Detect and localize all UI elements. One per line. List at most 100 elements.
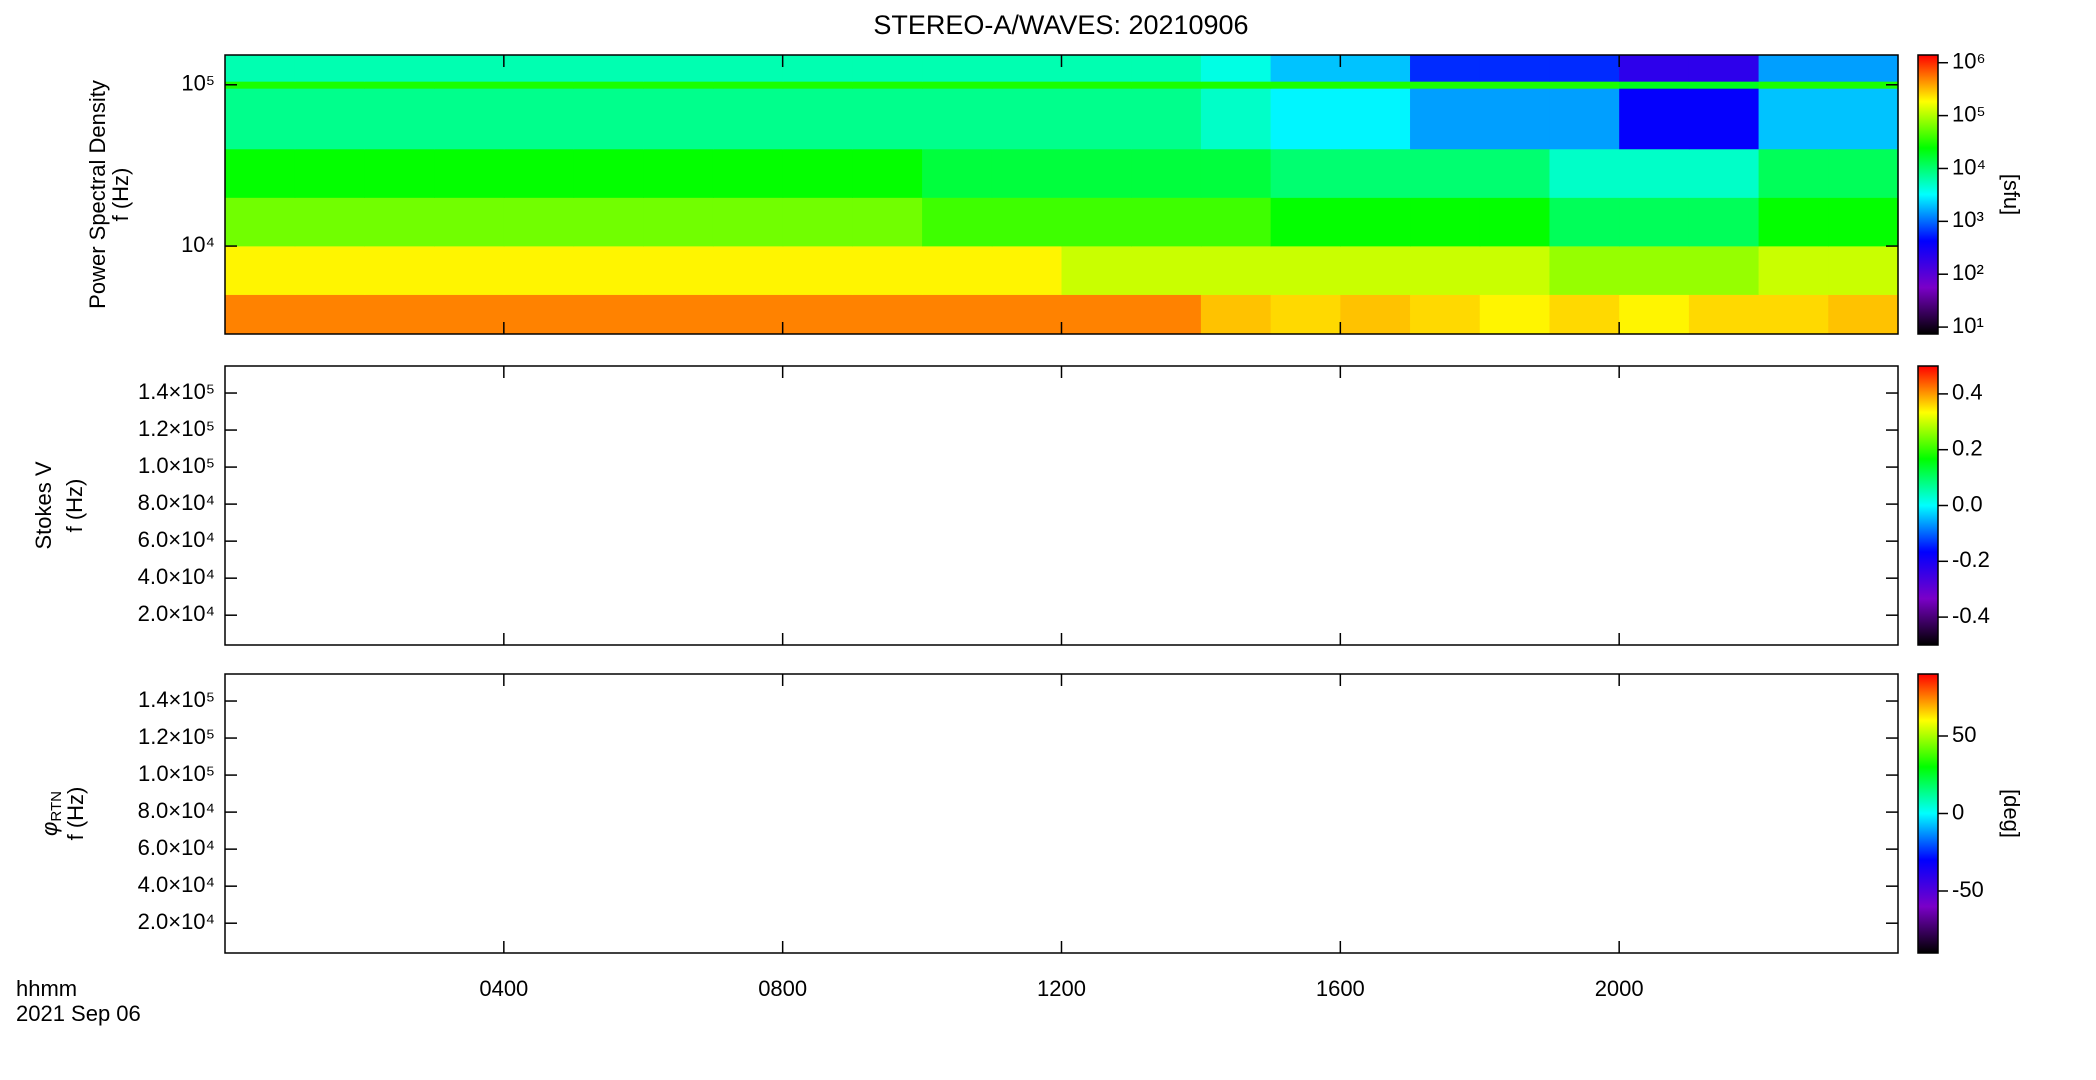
heatmap-cell (294, 88, 366, 150)
heatmap-cell (1131, 148, 1202, 198)
heatmap-cell (1270, 88, 1341, 150)
heatmap-cell (1758, 81, 1829, 89)
heatmap-cell (1479, 197, 1551, 247)
heatmap-cell (1340, 148, 1411, 198)
heatmap-cell (1619, 88, 1690, 150)
heatmap-cell (1131, 55, 1202, 82)
heatmap-cell (1061, 148, 1132, 198)
heatmap-cell (294, 148, 366, 198)
heatmap-cell (1688, 88, 1760, 150)
heatmap-cell (1479, 148, 1551, 198)
x-tick-label: 0400 (479, 976, 528, 1001)
heatmap-cell (1619, 246, 1690, 295)
heatmap-cell (1410, 81, 1481, 89)
x-tick-label: 1200 (1037, 976, 1086, 1001)
heatmap-cell (225, 197, 296, 247)
heatmap-cell (1340, 88, 1411, 150)
heatmap-cell (1688, 197, 1760, 247)
heatmap-cell (1828, 197, 1899, 247)
colorbar-tick-label: -50 (1952, 877, 1984, 902)
y-tick-label: 1.2×10⁵ (138, 416, 215, 441)
date-label: 2021 Sep 06 (16, 1001, 141, 1026)
heatmap-cell (922, 81, 993, 89)
heatmap-cell (1061, 197, 1132, 247)
heatmap-cell (712, 81, 784, 89)
heatmap-cell (294, 55, 366, 82)
heatmap-cell (1061, 81, 1132, 89)
y-tick-label: 1.0×10⁵ (138, 761, 215, 786)
heatmap-cell (1619, 294, 1690, 335)
heatmap-cell (1758, 148, 1829, 198)
heatmap-cell (782, 81, 853, 89)
heatmap-cell (643, 148, 714, 198)
heatmap-cell (991, 88, 1063, 150)
heatmap-cell (1410, 294, 1481, 335)
heatmap-cell (364, 81, 435, 89)
heatmap-cell (852, 294, 923, 335)
heatmap-cell (782, 148, 853, 198)
heatmap-cell (1200, 148, 1272, 198)
heatmap-cell (1688, 148, 1760, 198)
heatmap-cell (1340, 294, 1411, 335)
colorbar (1917, 365, 1939, 646)
heatmap-cell (712, 197, 784, 247)
heatmap-cell (852, 197, 923, 247)
colorbar-tick-label: 0 (1952, 799, 1964, 824)
heatmap-cell (503, 88, 575, 150)
x-tick-label: 0800 (758, 976, 807, 1001)
heatmap-cell (922, 88, 993, 150)
heatmap-cell (1410, 88, 1481, 150)
heatmap-cell (1828, 246, 1899, 295)
heatmap-cell (503, 55, 575, 82)
y-axis-subscript: RTN (48, 791, 65, 822)
colorbar-tick-label: 10⁶ (1952, 49, 1986, 74)
heatmap-cell (712, 294, 784, 335)
heatmap-cell (922, 197, 993, 247)
heatmap-cell (782, 246, 853, 295)
heatmap-cell (294, 246, 366, 295)
heatmap-cell (922, 246, 993, 295)
heatmap-cell (503, 246, 575, 295)
heatmap-cell (852, 81, 923, 89)
heatmap-cell (294, 294, 366, 335)
x-axis-label: hhmm (16, 976, 77, 1001)
y-tick-label: 10⁴ (181, 232, 215, 257)
heatmap-cell (503, 81, 575, 89)
heatmap-cell (1758, 197, 1829, 247)
y-axis-label: φRTN (37, 791, 65, 836)
heatmap-cell (573, 294, 644, 335)
heatmap-cell (1270, 246, 1341, 295)
heatmap-cell (434, 148, 505, 198)
heatmap-cell (782, 88, 853, 150)
heatmap-cell (991, 148, 1063, 198)
y-tick-label: 2.0×10⁴ (138, 909, 215, 934)
colorbar-tick-label: 10¹ (1952, 313, 1984, 338)
heatmap-cell (1758, 55, 1829, 82)
heatmap-cell (1200, 246, 1272, 295)
colorbar-tick-label: 50 (1952, 722, 1976, 747)
heatmap-cell (1619, 55, 1690, 82)
y-axis-unit: f (Hz) (63, 787, 88, 841)
heatmap-cell (1549, 294, 1620, 335)
heatmap-cell (1688, 55, 1760, 82)
heatmap-cell (1340, 55, 1411, 82)
heatmap-cell (1479, 294, 1551, 335)
colorbar-tick-label: 10³ (1952, 207, 1984, 232)
heatmap-cell (434, 246, 505, 295)
y-tick-label: 6.0×10⁴ (138, 527, 215, 552)
y-tick-label: 10⁵ (181, 71, 215, 96)
heatmap-cell (294, 81, 366, 89)
heatmap-cell (1619, 197, 1690, 247)
y-tick-label: 2.0×10⁴ (138, 601, 215, 626)
heatmap-cell (1410, 148, 1481, 198)
heatmap-cell (782, 55, 853, 82)
heatmap-cell (364, 246, 435, 295)
heatmap-cell (573, 246, 644, 295)
colorbar-tick-label: -0.2 (1952, 547, 1990, 572)
heatmap-cell (712, 88, 784, 150)
heatmap-cell (225, 55, 296, 82)
heatmap-cell (1340, 197, 1411, 247)
heatmap-cell (922, 148, 993, 198)
y-tick-label: 1.2×10⁵ (138, 724, 215, 749)
heatmap-cell (364, 294, 435, 335)
